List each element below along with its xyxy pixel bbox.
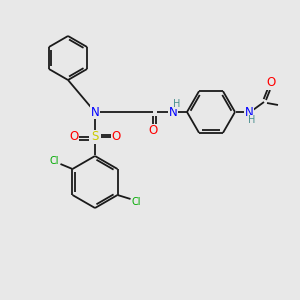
Text: N: N bbox=[169, 106, 177, 118]
Text: O: O bbox=[69, 130, 79, 143]
Text: H: H bbox=[248, 115, 256, 125]
Text: O: O bbox=[148, 124, 158, 137]
Text: N: N bbox=[91, 106, 99, 118]
Text: S: S bbox=[91, 130, 99, 143]
Text: O: O bbox=[111, 130, 121, 143]
Text: Cl: Cl bbox=[50, 156, 59, 166]
Text: Cl: Cl bbox=[132, 197, 141, 207]
Text: H: H bbox=[173, 99, 181, 109]
Text: O: O bbox=[266, 76, 276, 89]
Text: N: N bbox=[244, 106, 253, 118]
